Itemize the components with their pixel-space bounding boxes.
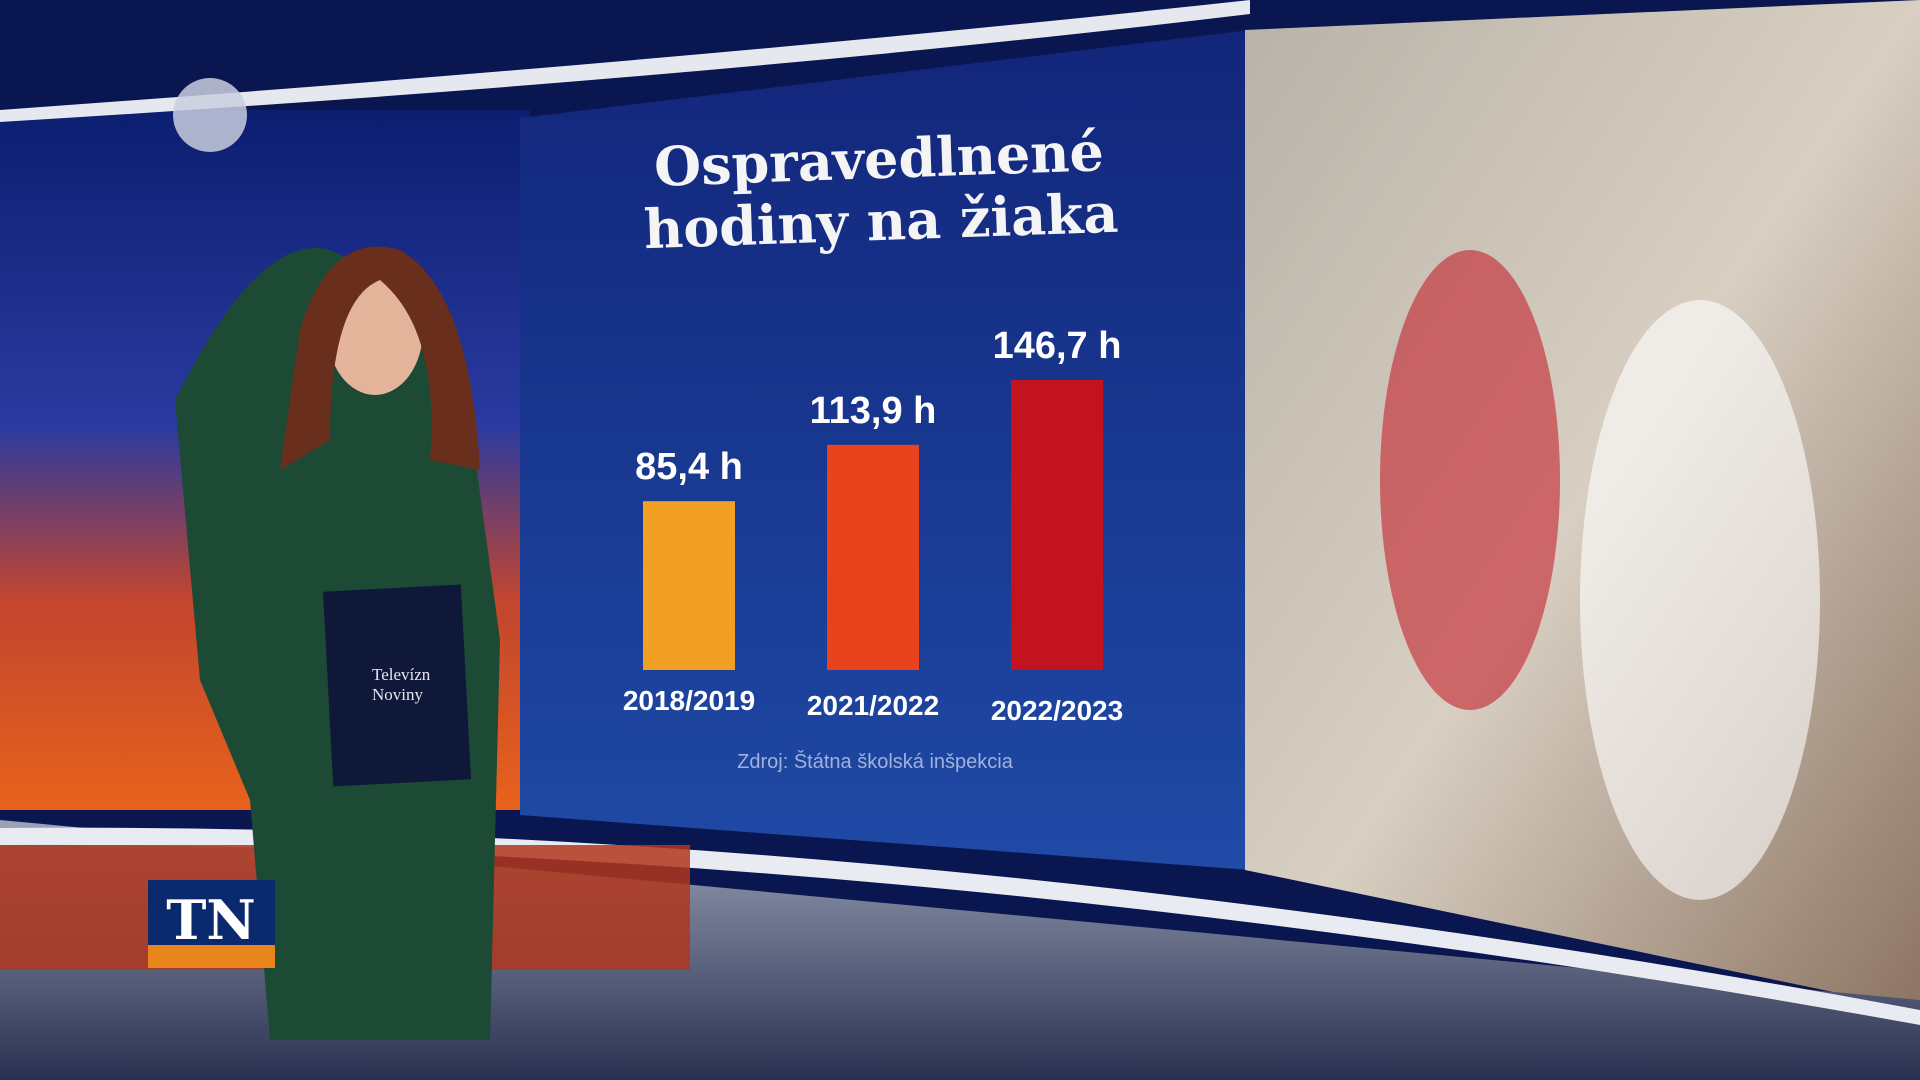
bar: [827, 444, 919, 670]
channel-bug: [173, 78, 247, 152]
photo-pupil: [1380, 250, 1560, 710]
presenter-hair: [280, 246, 480, 470]
folder: [323, 584, 472, 787]
value-label: 85,4 h: [635, 446, 743, 488]
studio-arc: [0, 0, 1250, 122]
x-tick-label: 2021/2022: [807, 690, 939, 721]
bar-chart: 85,4 h 2018/2019 113,9 h 2021/2022 146,7 h 20…: [623, 325, 1123, 773]
logo-stripe: [148, 945, 275, 968]
logo: TN: [166, 888, 256, 952]
folder-label: Televízn: [372, 665, 431, 684]
x-tick-label: 2022/2023: [991, 695, 1123, 726]
bar: [1011, 380, 1103, 670]
folder-label: Noviny: [372, 685, 424, 704]
classroom-photo: [1245, 0, 1920, 1010]
bar: [643, 501, 735, 670]
chart-title: Ospravedlnené hodiny na žiaka: [642, 119, 1120, 262]
value-label: 113,9 h: [810, 390, 937, 432]
source-note: Zdroj: Štátna školská inšpekcia: [737, 750, 1014, 773]
value-label: 146,7 h: [993, 325, 1122, 367]
x-tick-label: 2018/2019: [623, 685, 755, 716]
photo-pupil: [1580, 300, 1820, 900]
